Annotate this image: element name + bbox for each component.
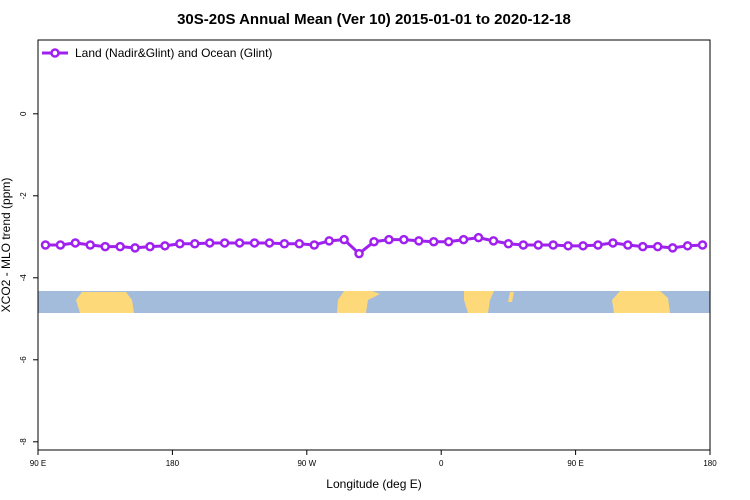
point bbox=[354, 248, 364, 259]
x-tick-label: 90 E bbox=[30, 459, 46, 468]
point bbox=[100, 241, 110, 252]
point bbox=[593, 240, 603, 250]
land bbox=[508, 292, 514, 302]
point bbox=[623, 240, 633, 250]
x-tick-label: 0 bbox=[439, 459, 444, 468]
y-axis-label: XCO2 - MLO trend (ppm) bbox=[0, 178, 13, 313]
point bbox=[473, 232, 484, 243]
point bbox=[70, 238, 81, 248]
point bbox=[130, 243, 140, 253]
point bbox=[339, 234, 349, 245]
point bbox=[145, 241, 155, 252]
point bbox=[503, 239, 514, 249]
point bbox=[638, 241, 648, 252]
point bbox=[608, 238, 618, 248]
point bbox=[115, 241, 125, 252]
point bbox=[428, 236, 439, 247]
point bbox=[175, 239, 185, 249]
point bbox=[578, 241, 588, 251]
point bbox=[40, 240, 51, 250]
point bbox=[264, 238, 275, 248]
legend-label: Land (Nadir&Glint) and Ocean (Glint) bbox=[75, 46, 272, 60]
land bbox=[464, 291, 494, 313]
x-tick-label: 180 bbox=[703, 459, 717, 468]
land bbox=[337, 291, 380, 313]
legend-marker bbox=[50, 48, 60, 58]
point bbox=[249, 238, 260, 248]
point bbox=[309, 240, 320, 250]
x-tick-label: 90 W bbox=[297, 459, 316, 468]
point bbox=[279, 239, 290, 249]
y-tick-label: -4 bbox=[19, 274, 28, 282]
point bbox=[204, 238, 215, 248]
point bbox=[548, 240, 558, 250]
y-tick-label: -2 bbox=[19, 192, 28, 200]
chart-title: 30S-20S Annual Mean (Ver 10) 2015-01-01 … bbox=[177, 11, 571, 28]
point bbox=[190, 239, 200, 249]
map-strip bbox=[38, 291, 710, 313]
point bbox=[652, 241, 663, 252]
point bbox=[443, 236, 454, 247]
ocean bbox=[38, 291, 710, 313]
y-tick-label: 0 bbox=[19, 111, 28, 116]
point bbox=[667, 243, 678, 253]
land bbox=[76, 292, 134, 313]
point bbox=[369, 236, 379, 247]
x-axis-label: Longitude (deg E) bbox=[326, 477, 421, 491]
point bbox=[219, 238, 230, 248]
point bbox=[294, 239, 305, 249]
point bbox=[399, 234, 409, 245]
point bbox=[55, 240, 66, 250]
y-tick-label: -6 bbox=[19, 356, 28, 364]
point bbox=[533, 240, 544, 250]
point bbox=[414, 236, 424, 246]
point bbox=[234, 238, 245, 248]
point bbox=[160, 241, 170, 251]
point bbox=[697, 240, 708, 250]
point bbox=[682, 241, 693, 251]
point bbox=[324, 236, 334, 246]
point bbox=[384, 234, 394, 245]
point bbox=[458, 234, 469, 245]
point bbox=[488, 236, 499, 246]
plot-frame bbox=[37, 39, 711, 451]
point bbox=[563, 241, 573, 251]
point bbox=[518, 240, 529, 250]
land bbox=[612, 291, 670, 313]
y-tick-label: -8 bbox=[19, 438, 28, 446]
x-tick-label: 180 bbox=[166, 459, 180, 468]
x-tick-label: 90 E bbox=[567, 459, 583, 468]
point bbox=[85, 240, 96, 250]
